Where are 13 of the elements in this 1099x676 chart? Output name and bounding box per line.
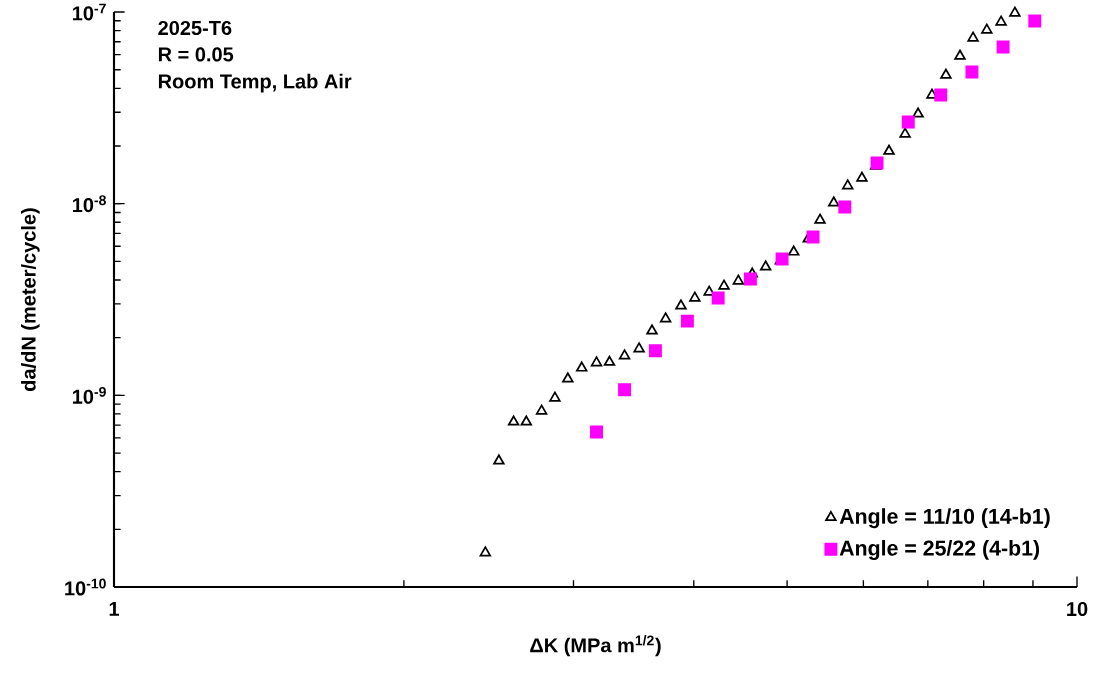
y-axis-title: da/dN (meter/cycle)	[21, 208, 40, 391]
y-tick-label: 10$^{-10}$	[65, 578, 106, 596]
legend-label: Angle = 25/22 (4-b1)	[839, 539, 1040, 560]
annotation: R = 0.05	[158, 47, 234, 62]
x-tick-label: 1	[109, 601, 119, 616]
annotation: 2025-T6	[158, 20, 232, 36]
y-tick-label: 10$^{-9}$	[72, 386, 106, 404]
y-tick-label: 10$^{-7}$	[72, 3, 106, 21]
legend-label: Angle = 11/10 (14-b1)	[839, 508, 1050, 529]
annotation: Room Temp, Lab Air	[158, 73, 352, 93]
x-axis-title: ΔK (MPa m$^{1/2}$)	[530, 635, 661, 657]
y-tick-label: 10$^{-8}$	[72, 195, 106, 213]
x-tick-label: 10	[1067, 601, 1088, 617]
